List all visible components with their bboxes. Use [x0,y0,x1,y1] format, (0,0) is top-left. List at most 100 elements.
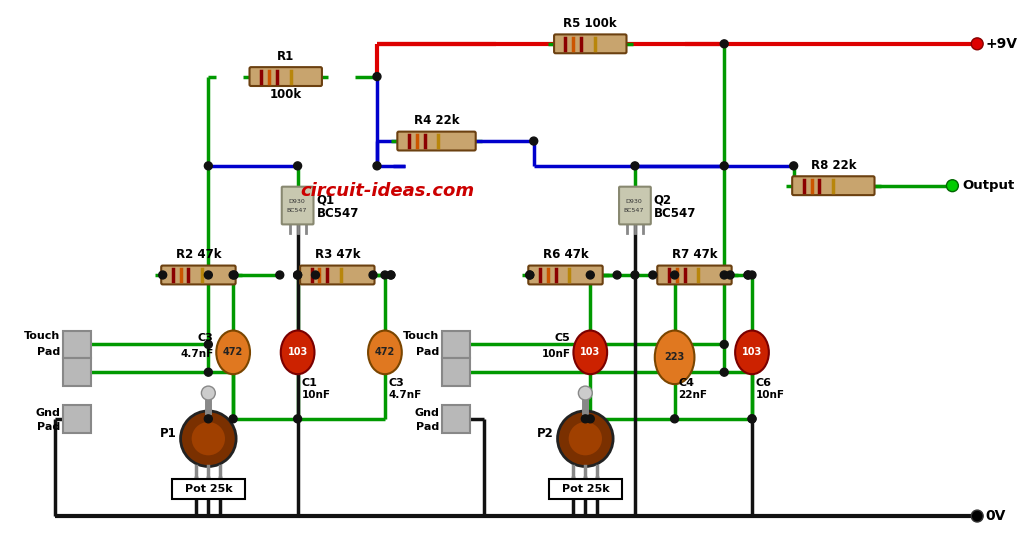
Text: Touch: Touch [403,331,439,341]
Circle shape [720,341,728,348]
FancyBboxPatch shape [657,265,732,284]
Text: R1: R1 [278,50,294,63]
Text: Pad: Pad [416,422,439,432]
Circle shape [720,40,728,48]
Text: circuit-ideas.com: circuit-ideas.com [300,182,474,200]
Text: Pot 25k: Pot 25k [561,484,609,494]
Text: C5: C5 [555,334,570,343]
Circle shape [381,271,389,279]
Text: Q2: Q2 [653,193,672,206]
Text: 10nF: 10nF [756,390,785,400]
Circle shape [369,271,377,279]
Circle shape [205,415,212,423]
Circle shape [748,415,756,423]
Text: +9V: +9V [985,37,1017,51]
Circle shape [373,162,381,170]
Text: 100k: 100k [269,88,302,102]
Circle shape [294,271,302,279]
Ellipse shape [735,330,769,374]
FancyBboxPatch shape [442,405,470,433]
Text: Gnd: Gnd [36,408,60,418]
Circle shape [191,422,225,455]
Text: 4.7nF: 4.7nF [180,349,213,359]
FancyBboxPatch shape [250,67,322,86]
Text: C1: C1 [302,378,317,388]
Ellipse shape [216,330,250,374]
Circle shape [613,271,621,279]
Circle shape [205,271,212,279]
Text: Pad: Pad [416,347,439,358]
Circle shape [720,271,728,279]
Text: Touch: Touch [25,331,60,341]
Text: 0V: 0V [985,509,1006,523]
Text: Output: Output [963,179,1015,192]
Circle shape [568,422,602,455]
Text: Pad: Pad [37,422,60,432]
Text: Gnd: Gnd [415,408,439,418]
Circle shape [525,271,534,279]
Text: 10nF: 10nF [302,390,331,400]
Text: Pot 25k: Pot 25k [184,484,232,494]
Text: 103: 103 [288,347,308,358]
Text: BC547: BC547 [287,208,307,213]
Circle shape [387,271,395,279]
Circle shape [229,271,238,279]
Circle shape [311,271,319,279]
Circle shape [671,271,679,279]
Circle shape [720,162,728,170]
FancyBboxPatch shape [397,132,476,151]
Circle shape [205,341,212,348]
Text: 22nF: 22nF [679,390,708,400]
FancyBboxPatch shape [63,330,91,358]
Ellipse shape [281,330,314,374]
FancyBboxPatch shape [442,330,470,358]
Text: R8 22k: R8 22k [811,159,856,172]
Circle shape [587,271,594,279]
Text: R3 47k: R3 47k [314,248,360,261]
Text: 10nF: 10nF [542,349,570,359]
FancyBboxPatch shape [620,187,651,224]
Circle shape [720,368,728,376]
Text: R5 100k: R5 100k [563,17,617,30]
Circle shape [582,415,589,423]
Text: C6: C6 [756,378,772,388]
Text: BC547: BC547 [316,207,358,220]
Circle shape [159,271,167,279]
Circle shape [275,271,284,279]
Circle shape [631,271,639,279]
Circle shape [748,415,756,423]
Circle shape [631,162,639,170]
Ellipse shape [654,330,694,384]
Circle shape [946,180,958,192]
Circle shape [557,411,613,466]
Circle shape [205,368,212,376]
Circle shape [387,271,395,279]
Text: P1: P1 [160,427,176,440]
Circle shape [180,411,237,466]
Circle shape [529,137,538,145]
Text: 103: 103 [581,347,600,358]
FancyBboxPatch shape [528,265,603,284]
Ellipse shape [573,330,607,374]
FancyBboxPatch shape [300,265,375,284]
Text: R4 22k: R4 22k [414,114,460,127]
FancyBboxPatch shape [63,405,91,433]
FancyBboxPatch shape [793,176,874,195]
Circle shape [649,271,656,279]
Circle shape [294,415,302,423]
Circle shape [971,38,983,50]
FancyBboxPatch shape [442,358,470,386]
Text: C3: C3 [198,334,213,343]
FancyBboxPatch shape [63,358,91,386]
Text: 472: 472 [375,347,395,358]
Text: Q1: Q1 [316,193,335,206]
Circle shape [587,415,594,423]
Text: R7 47k: R7 47k [672,248,717,261]
Text: 4.7nF: 4.7nF [389,390,422,400]
Text: R6 47k: R6 47k [543,248,589,261]
Ellipse shape [368,330,401,374]
Circle shape [744,271,752,279]
Circle shape [579,386,592,400]
Text: C3: C3 [389,378,404,388]
Text: R2 47k: R2 47k [176,248,221,261]
